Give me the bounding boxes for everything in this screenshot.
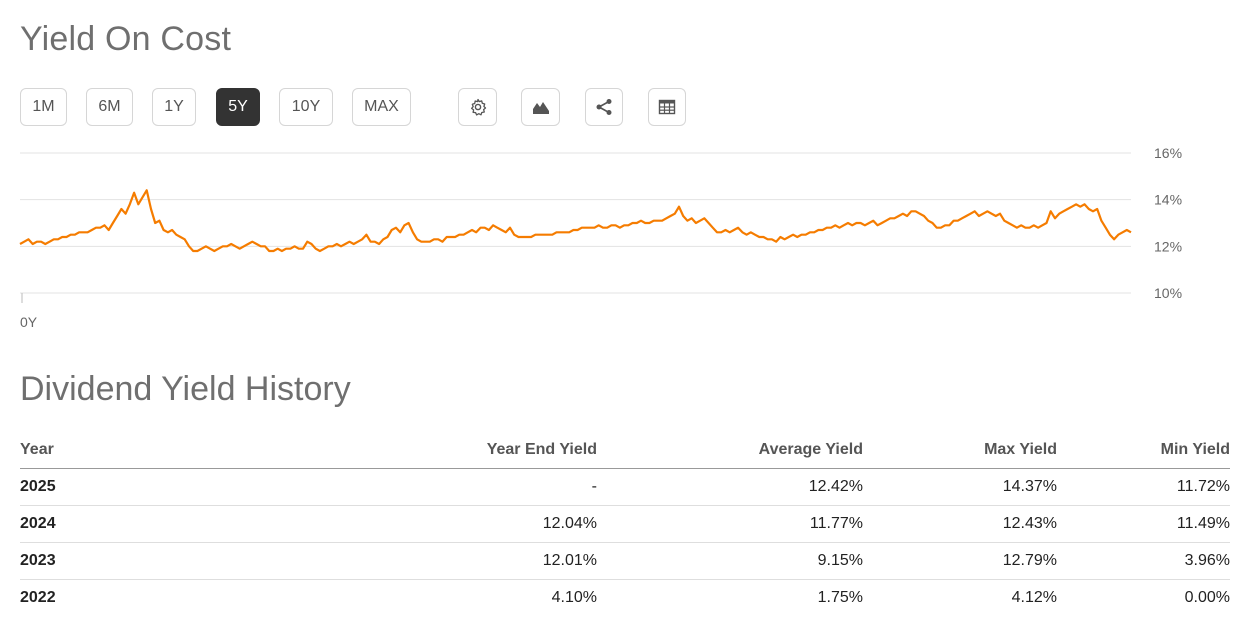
table-view-button[interactable] xyxy=(648,88,686,126)
cell-average-yield: 9.15% xyxy=(597,542,863,580)
y-tick-label: 16% xyxy=(1154,145,1182,161)
dividend-yield-history-table: Year Year End Yield Average Yield Max Yi… xyxy=(20,432,1230,616)
cell-min-yield: 11.72% xyxy=(1057,468,1230,506)
y-tick-label: 12% xyxy=(1154,238,1182,254)
range-button-max[interactable]: MAX xyxy=(352,88,411,126)
yield-on-cost-chart[interactable]: 16% 14% 12% 10% 0Y xyxy=(0,140,1247,340)
x-tick-label: 0Y xyxy=(20,314,38,330)
settings-button[interactable] xyxy=(458,88,497,126)
cell-year-end-yield: 4.10% xyxy=(551,588,597,606)
y-tick-label: 10% xyxy=(1154,285,1182,301)
column-header-year-end-yield[interactable]: Year End Yield xyxy=(180,432,597,469)
table-row: 2023 12.01% 9.15% 12.79% 3.96% xyxy=(20,542,1230,580)
cell-average-yield: 12.42% xyxy=(597,468,863,506)
cell-min-yield: 3.96% xyxy=(1057,542,1230,580)
cell-year-end-yield: 12.01% xyxy=(180,542,597,580)
column-header-min-yield[interactable]: Min Yield xyxy=(1057,432,1230,469)
range-button-10y[interactable]: 10Y xyxy=(279,88,333,126)
cell-max-yield: 14.37% xyxy=(863,468,1057,506)
range-button-1y[interactable]: 1Y xyxy=(152,88,196,126)
cell-average-yield: 11.77% xyxy=(597,505,863,543)
cell-min-yield: 0.00% xyxy=(1184,588,1230,606)
section-title: Dividend Yield History xyxy=(20,370,351,408)
cell-min-yield: 11.49% xyxy=(1057,505,1230,543)
mountain-chart-icon xyxy=(532,102,549,114)
cell-year: 2025 xyxy=(20,468,180,506)
table-icon xyxy=(658,99,676,115)
range-button-1m[interactable]: 1M xyxy=(20,88,67,126)
cell-year: 2023 xyxy=(20,542,180,580)
share-button[interactable] xyxy=(585,88,623,126)
gear-icon xyxy=(470,98,486,116)
y-tick-label: 14% xyxy=(1154,192,1182,208)
chart-type-button[interactable] xyxy=(521,88,560,126)
table-row: 2024 12.04% 11.77% 12.43% 11.49% xyxy=(20,505,1230,543)
cell-average-yield: 1.75% xyxy=(817,588,863,606)
column-header-average-yield[interactable]: Average Yield xyxy=(597,432,863,469)
cell-year: 2022 xyxy=(20,588,56,606)
cell-max-yield: 12.43% xyxy=(863,505,1057,543)
cell-year: 2024 xyxy=(20,505,180,543)
table-row: 2025 - 12.42% 14.37% 11.72% xyxy=(20,468,1230,506)
column-header-year[interactable]: Year xyxy=(20,432,180,469)
yield-series-line[interactable] xyxy=(19,189,1132,253)
column-header-max-yield[interactable]: Max Yield xyxy=(863,432,1057,469)
cell-year-end-yield: 12.04% xyxy=(180,505,597,543)
table-row: 2022 4.10% 1.75% 4.12% 0.00% xyxy=(20,579,1230,616)
share-icon xyxy=(596,99,612,115)
table-header-row: Year Year End Yield Average Yield Max Yi… xyxy=(20,432,1230,469)
cell-year-end-yield: - xyxy=(180,468,597,506)
page-title: Yield On Cost xyxy=(20,20,232,58)
cell-max-yield: 12.79% xyxy=(863,542,1057,580)
range-button-5y[interactable]: 5Y xyxy=(216,88,260,126)
cell-max-yield: 4.12% xyxy=(1011,588,1057,606)
range-button-6m[interactable]: 6M xyxy=(86,88,133,126)
